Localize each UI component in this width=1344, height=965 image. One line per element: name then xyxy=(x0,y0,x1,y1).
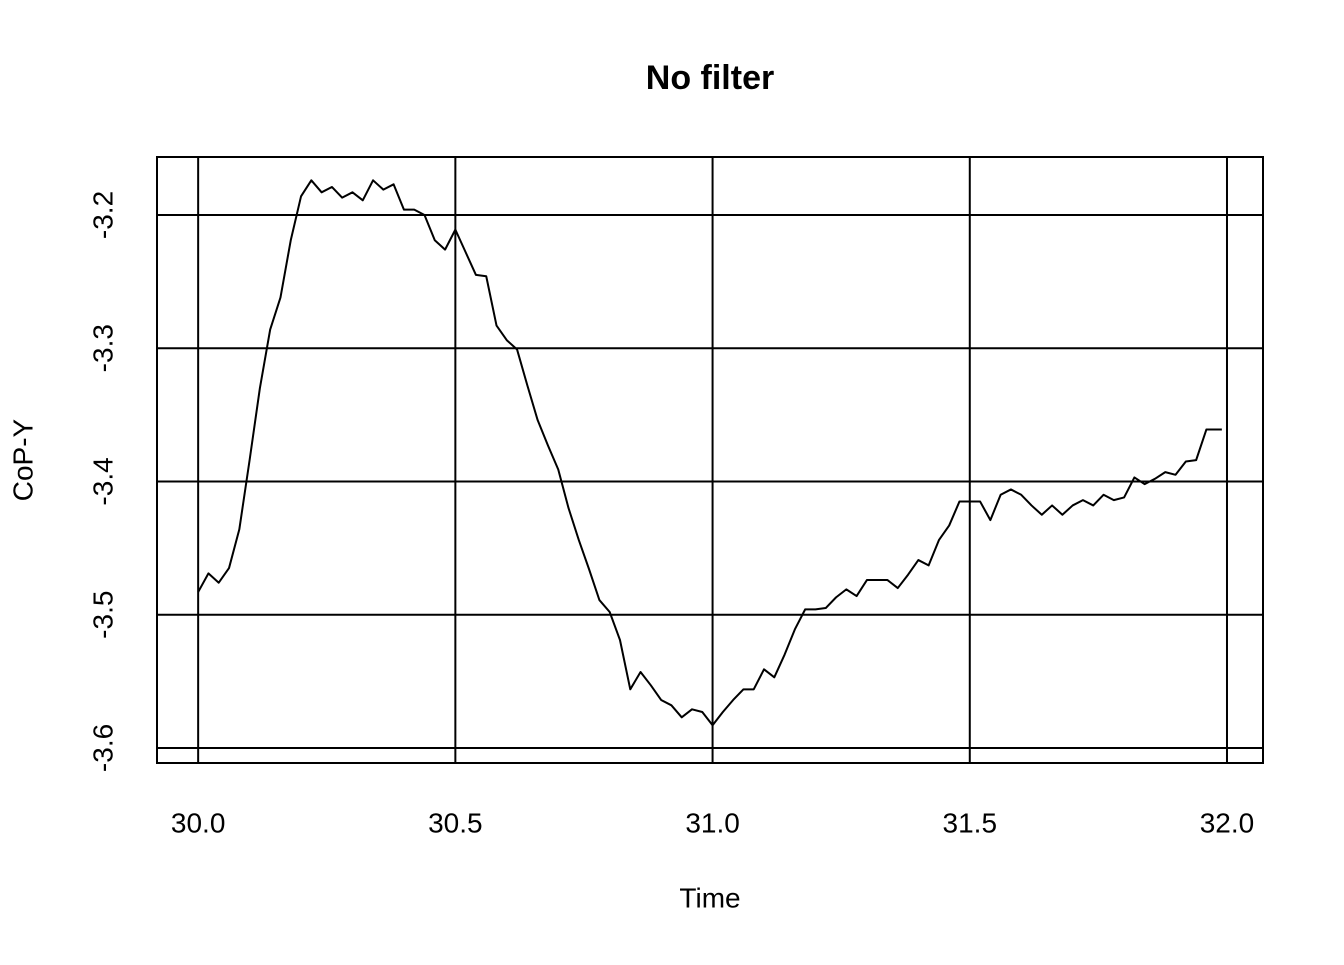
chart-title: No filter xyxy=(646,59,774,97)
x-tick-label: 31.5 xyxy=(943,807,998,838)
x-axis-label: Time xyxy=(679,882,740,913)
x-tick-label: 31.0 xyxy=(685,807,740,838)
y-tick-label: -3.2 xyxy=(87,191,118,239)
y-tick-label: -3.6 xyxy=(87,724,118,772)
y-tick-label: -3.5 xyxy=(87,591,118,639)
x-tick-label: 32.0 xyxy=(1200,807,1255,838)
x-tick-label: 30.5 xyxy=(428,807,483,838)
y-tick-label: -3.4 xyxy=(87,457,118,505)
x-tick-label: 30.0 xyxy=(171,807,226,838)
y-axis-label: CoP-Y xyxy=(7,418,38,501)
plot-frame xyxy=(156,156,1264,764)
y-tick-label: -3.3 xyxy=(87,324,118,372)
data-line xyxy=(197,179,1222,727)
